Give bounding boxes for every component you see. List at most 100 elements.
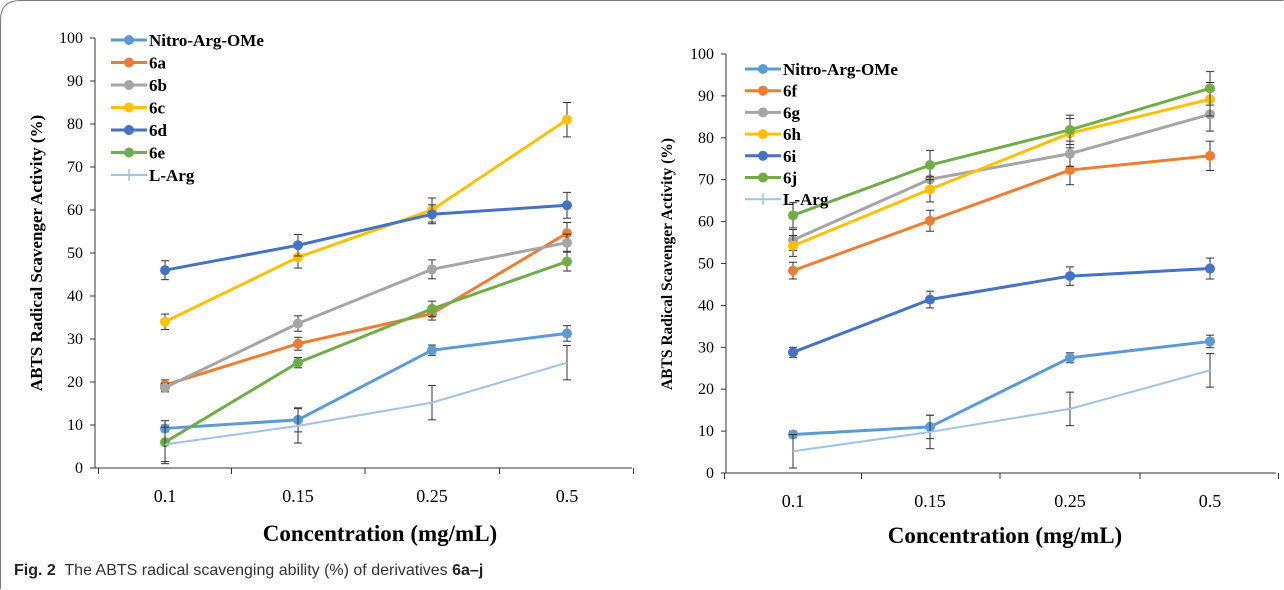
legend-label: Nitro-Arg-OMe — [783, 60, 898, 79]
legend-item: L-Arg — [745, 190, 829, 209]
series-6h — [788, 81, 1215, 257]
legend-marker — [124, 57, 134, 68]
data-point — [1205, 150, 1215, 161]
data-point — [160, 265, 170, 276]
data-point — [925, 294, 935, 305]
data-point — [1065, 352, 1075, 363]
series-line — [164, 118, 568, 324]
legend-item: 6e — [111, 144, 166, 163]
legend-marker — [124, 35, 134, 45]
x-tick-label: 0.5 — [556, 486, 579, 506]
series-6b — [160, 233, 572, 393]
data-point — [1065, 271, 1075, 282]
legend-item: Nitro-Arg-OMe — [745, 60, 898, 79]
series-L-Arg — [789, 353, 1214, 469]
data-point — [562, 256, 572, 267]
x-tick-label: 0.1 — [154, 486, 177, 506]
x-tick-label: 0.25 — [1054, 491, 1086, 511]
legend-marker — [758, 64, 768, 74]
data-point — [1205, 263, 1215, 274]
series-line — [164, 361, 568, 446]
y-tick-label: 80 — [67, 116, 83, 133]
y-tick-label: 10 — [698, 423, 714, 440]
data-point — [788, 265, 798, 276]
y-tick-label: 90 — [698, 88, 714, 105]
series-6a — [160, 221, 572, 391]
data-point — [925, 184, 935, 195]
legend-marker — [124, 147, 134, 158]
y-tick-label: 10 — [67, 417, 83, 434]
data-point — [1065, 124, 1075, 135]
series-line — [792, 339, 1211, 436]
x-axis-title: Concentration (mg/mL) — [888, 523, 1122, 548]
data-point — [427, 209, 437, 220]
data-point — [293, 338, 303, 349]
legend-marker — [758, 172, 768, 183]
legend-marker — [758, 129, 768, 140]
data-point — [925, 215, 935, 226]
legend-label: L-Arg — [149, 166, 195, 185]
legend-marker — [124, 125, 134, 135]
legend-marker — [758, 85, 768, 96]
y-tick-label: 0 — [706, 465, 714, 482]
data-point — [160, 382, 170, 393]
data-point — [562, 228, 572, 239]
y-axis-title: ABTS Radical Scavenger Activity (%) — [27, 115, 46, 391]
legend-label: 6j — [783, 169, 797, 188]
data-point — [788, 240, 798, 251]
y-tick-label: 60 — [698, 214, 714, 231]
y-axis-title: ABTS Radical Scavenger Activity (%) — [659, 138, 676, 390]
x-axis-title: Concentration (mg/mL) — [263, 521, 497, 546]
data-point — [293, 357, 303, 368]
data-point — [293, 318, 303, 329]
data-point — [160, 316, 170, 327]
data-point — [562, 237, 572, 248]
data-point — [788, 347, 798, 358]
legend-item: 6i — [745, 147, 797, 166]
data-point — [1065, 148, 1075, 159]
legend-label: 6c — [149, 99, 166, 118]
legend-item: L-Arg — [111, 166, 195, 185]
figure-caption: Fig. 2 The ABTS radical scavenging abili… — [14, 562, 483, 580]
y-tick-label: 70 — [698, 172, 714, 189]
y-tick-label: 20 — [698, 381, 714, 398]
y-tick-label: 50 — [67, 245, 83, 262]
data-point — [427, 264, 437, 275]
y-tick-label: 100 — [59, 30, 83, 47]
data-point — [427, 345, 437, 356]
legend-label: 6a — [149, 54, 167, 73]
data-point — [562, 328, 572, 339]
chart-1: 0 10 20 30 40 50 60 70 80 90 100 0.1 0.15 0.25 0.5 Conc… — [27, 30, 634, 546]
caption-compounds: 6a–j — [452, 562, 484, 579]
y-tick-label: 30 — [67, 331, 83, 348]
y-tick-label: 50 — [698, 256, 714, 273]
y-tick-label: 70 — [67, 159, 83, 176]
legend-label: 6e — [149, 144, 166, 163]
series-line — [792, 369, 1211, 453]
y-tick-label: 0 — [75, 460, 83, 477]
series-line — [792, 97, 1211, 248]
x-tick-label: 0.15 — [282, 486, 314, 506]
legend-item: 6c — [111, 99, 166, 118]
series-line — [164, 203, 568, 272]
data-point — [562, 114, 572, 125]
x-tick-label: 0.15 — [914, 491, 946, 511]
x-tick-label: 0.5 — [1199, 491, 1222, 511]
legend-item: 6j — [745, 169, 797, 188]
legend-item: 6a — [111, 54, 167, 73]
series-6i — [788, 257, 1215, 358]
legend-marker — [758, 107, 768, 118]
y-tick-label: 100 — [690, 46, 714, 63]
legend-label: L-Arg — [783, 190, 829, 209]
series-6f — [788, 140, 1215, 280]
legend-marker — [124, 80, 134, 90]
series-line — [792, 112, 1211, 242]
legend-label: 6f — [783, 82, 798, 101]
series-6g — [788, 97, 1215, 252]
legend-label: 6g — [783, 103, 801, 122]
data-point — [1065, 165, 1075, 176]
legend-item: 6b — [111, 76, 167, 95]
y-tick-label: 90 — [67, 73, 83, 90]
